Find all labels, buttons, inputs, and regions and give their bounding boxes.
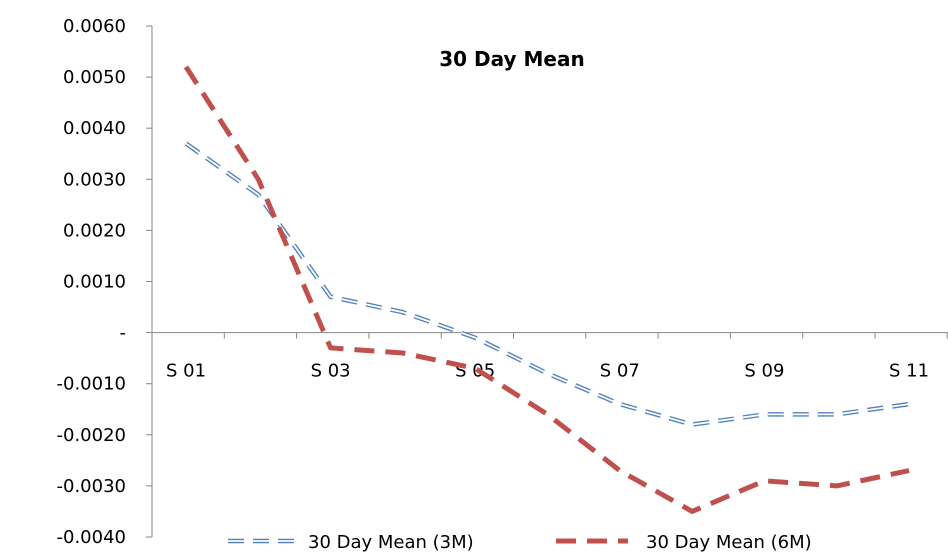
x-axis: S 01 S 03 S 05 S 07 S 09 S 11	[151, 332, 948, 382]
legend-label: 30 Day Mean (6M)	[646, 532, 812, 553]
y-tick-label: -0.0030	[57, 476, 126, 497]
y-tick-label: 0.0040	[63, 118, 126, 139]
chart-title: 30 Day Mean	[439, 47, 584, 71]
y-tick-label: -0.0010	[57, 374, 126, 395]
series-line-3m-outline	[184, 141, 910, 427]
y-tick-label: 0.0030	[63, 169, 126, 190]
x-tick-label: S 03	[311, 361, 351, 382]
legend: 30 Day Mean (3M) 30 Day Mean (6M)	[228, 532, 812, 553]
x-tick-label: S 01	[166, 361, 206, 382]
series-line-3m	[185, 142, 910, 426]
y-tick-label: -0.0040	[57, 527, 126, 548]
y-tick-label: 0.0010	[63, 272, 126, 293]
y-tick-label: 0.0020	[63, 220, 126, 241]
y-tick-label: -0.0020	[57, 425, 126, 446]
y-tick-label: 0.0060	[63, 16, 126, 37]
plot-series	[183, 65, 910, 514]
y-tick-label: 0.0050	[63, 67, 126, 88]
x-tick-label: S 09	[744, 361, 784, 382]
series-line-6m	[183, 65, 910, 514]
x-tick-label: S 07	[600, 361, 640, 382]
y-axis: 0.0060 0.0050 0.0040 0.0030 0.0020 0.0010 - -0.…	[57, 16, 153, 548]
legend-label: 30 Day Mean (3M)	[308, 532, 474, 553]
y-tick-label: -	[120, 323, 127, 344]
x-tick-label: S 11	[889, 361, 929, 382]
